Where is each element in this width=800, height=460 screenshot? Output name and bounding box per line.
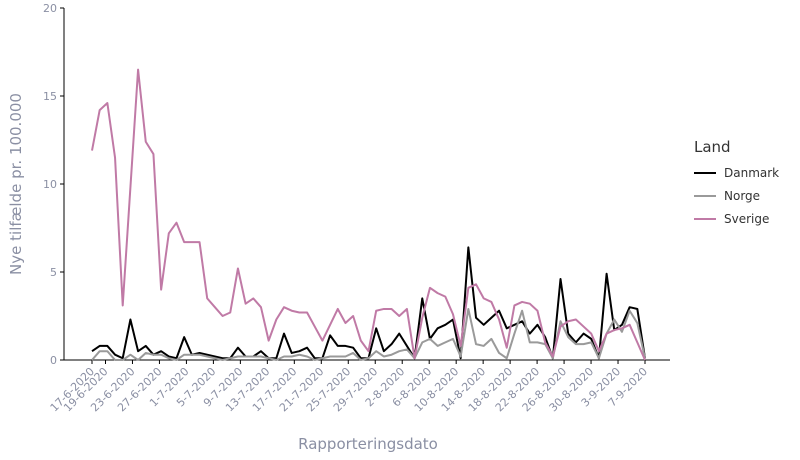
x-ticks: 17-6-202019-6-202023-6-202027-6-20201-7-…	[48, 360, 650, 414]
series-line-norge	[91, 307, 646, 361]
legend-items: Danmark Norge Sverige	[694, 166, 779, 226]
y-tick-label: 0	[50, 354, 57, 367]
y-ticks: 0 5 10 15 20	[43, 2, 64, 367]
y-tick-label: 20	[43, 2, 57, 15]
legend-label-sverige: Sverige	[724, 212, 769, 226]
series-lines	[91, 68, 646, 361]
y-axis-title: Nye tilfælde pr. 100.000	[7, 93, 25, 275]
legend: Land Danmark Norge Sverige	[694, 138, 779, 226]
legend-label-danmark: Danmark	[724, 166, 779, 180]
legend-title: Land	[694, 138, 731, 156]
y-tick-label: 10	[43, 178, 57, 191]
legend-label-norge: Norge	[724, 189, 760, 203]
y-tick-label: 5	[50, 266, 57, 279]
series-line-sverige	[91, 68, 646, 361]
x-axis-title: Rapporteringsdato	[298, 435, 438, 453]
y-tick-label: 15	[43, 90, 57, 103]
series-line-danmark	[91, 246, 646, 360]
